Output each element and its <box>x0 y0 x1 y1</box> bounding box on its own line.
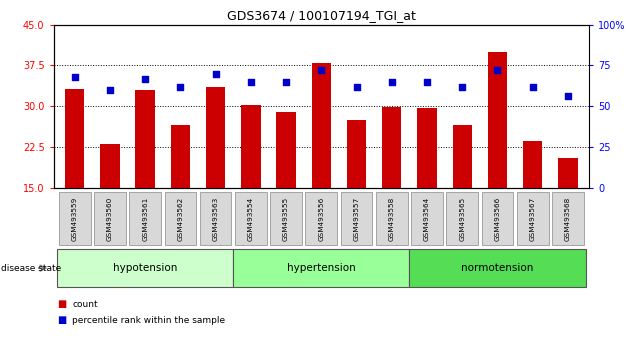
Bar <box>233 250 410 287</box>
Bar <box>523 142 542 188</box>
Text: GSM493566: GSM493566 <box>495 196 500 241</box>
Bar <box>517 192 549 245</box>
Bar <box>312 63 331 188</box>
Point <box>316 68 326 73</box>
Bar <box>171 125 190 188</box>
Bar <box>59 192 91 245</box>
Bar <box>341 192 372 245</box>
Bar <box>411 192 443 245</box>
Bar <box>558 158 578 188</box>
Bar <box>552 192 584 245</box>
Bar <box>452 125 472 188</box>
Text: GSM493564: GSM493564 <box>424 196 430 241</box>
Point <box>281 79 291 85</box>
Point <box>210 71 220 76</box>
Text: ■: ■ <box>57 315 66 325</box>
Bar <box>57 250 233 287</box>
Point <box>457 84 467 90</box>
Point <box>493 68 503 73</box>
Text: disease state: disease state <box>1 264 62 273</box>
Text: GSM493554: GSM493554 <box>248 196 254 241</box>
Text: GSM493557: GSM493557 <box>353 196 360 241</box>
Text: GSM493555: GSM493555 <box>283 196 289 241</box>
Bar <box>129 192 161 245</box>
Text: percentile rank within the sample: percentile rank within the sample <box>72 316 226 325</box>
Bar <box>347 120 366 188</box>
Point <box>140 76 150 81</box>
Point <box>246 79 256 85</box>
Point <box>70 74 80 80</box>
Text: GSM493565: GSM493565 <box>459 196 465 241</box>
Text: GSM493556: GSM493556 <box>318 196 324 241</box>
Bar <box>65 89 84 188</box>
Text: GSM493562: GSM493562 <box>178 196 183 241</box>
Bar <box>277 112 295 188</box>
Text: GSM493560: GSM493560 <box>107 196 113 241</box>
Text: normotension: normotension <box>461 263 534 273</box>
Text: GSM493568: GSM493568 <box>565 196 571 241</box>
Text: GSM493561: GSM493561 <box>142 196 148 241</box>
Bar <box>306 192 337 245</box>
Bar <box>376 192 408 245</box>
Bar <box>200 192 231 245</box>
Text: count: count <box>72 300 98 309</box>
Point <box>105 87 115 93</box>
Bar <box>164 192 196 245</box>
Text: hypertension: hypertension <box>287 263 356 273</box>
Point <box>352 84 362 90</box>
Text: GSM493559: GSM493559 <box>72 196 77 241</box>
Point <box>528 84 538 90</box>
Text: GSM493563: GSM493563 <box>212 196 219 241</box>
Bar <box>100 144 120 188</box>
Bar <box>417 108 437 188</box>
Bar <box>410 250 585 287</box>
Point <box>563 93 573 99</box>
Text: hypotension: hypotension <box>113 263 177 273</box>
Bar <box>235 192 266 245</box>
Bar <box>270 192 302 245</box>
Point <box>422 79 432 85</box>
Bar <box>94 192 126 245</box>
Bar <box>447 192 478 245</box>
Bar <box>488 52 507 188</box>
Bar <box>241 104 261 188</box>
Text: ■: ■ <box>57 299 66 309</box>
Point <box>387 79 397 85</box>
Text: GSM493567: GSM493567 <box>530 196 535 241</box>
Bar <box>135 90 155 188</box>
Bar <box>206 87 226 188</box>
Bar <box>481 192 513 245</box>
Point <box>175 84 185 90</box>
Bar <box>382 107 401 188</box>
Text: GSM493558: GSM493558 <box>389 196 395 241</box>
Title: GDS3674 / 100107194_TGI_at: GDS3674 / 100107194_TGI_at <box>227 9 416 22</box>
